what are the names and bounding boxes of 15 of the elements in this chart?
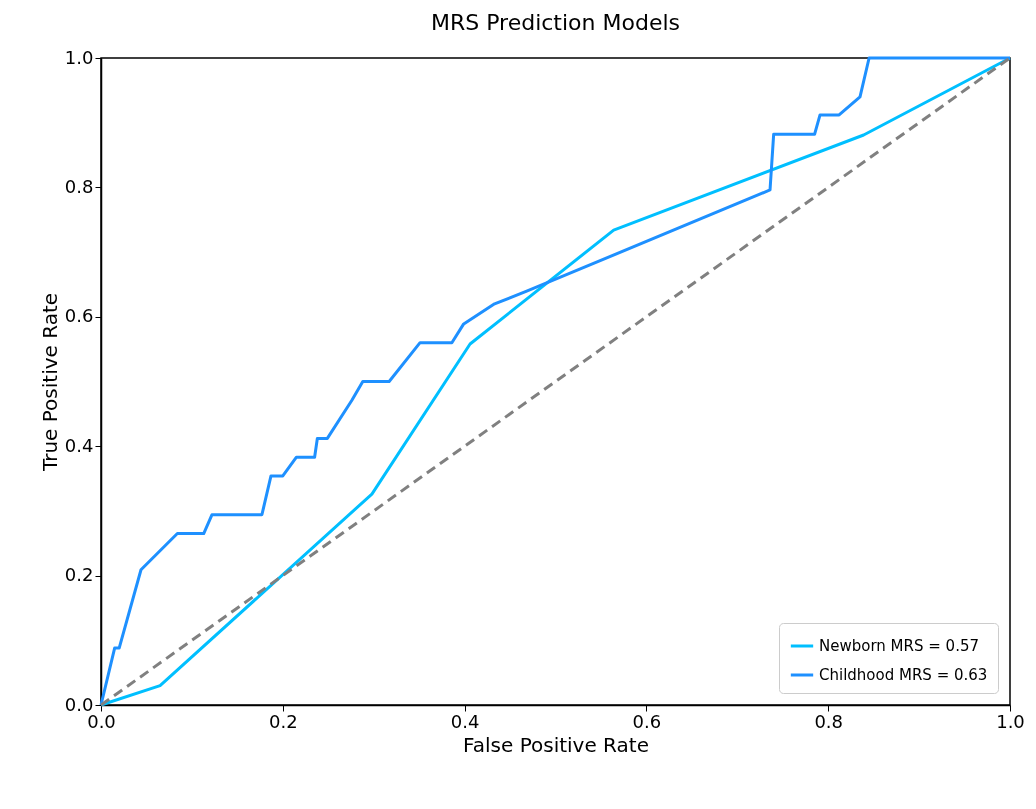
- y-axis-title: True Positive Rate: [37, 292, 62, 473]
- y-tick-label: 0.2: [64, 564, 94, 586]
- y-tick-label: 0.6: [64, 305, 94, 327]
- x-tick-label: 0.8: [814, 710, 844, 732]
- x-tick-label: 0.6: [632, 710, 662, 732]
- y-tick-label: 1.0: [64, 46, 94, 68]
- x-tick-label: 1.0: [996, 710, 1025, 732]
- chart-title: MRS Prediction Models: [430, 10, 681, 35]
- x-tick-label: 0.2: [268, 710, 298, 732]
- y-tick-label: 0.4: [64, 434, 94, 456]
- x-axis-title: False Positive Rate: [463, 732, 649, 757]
- y-tick-label: 0.8: [64, 175, 94, 197]
- legend-label: Newborn MRS = 0.57: [819, 637, 979, 655]
- legend-label: Childhood MRS = 0.63: [819, 666, 988, 684]
- x-tick-label: 0.4: [450, 710, 480, 732]
